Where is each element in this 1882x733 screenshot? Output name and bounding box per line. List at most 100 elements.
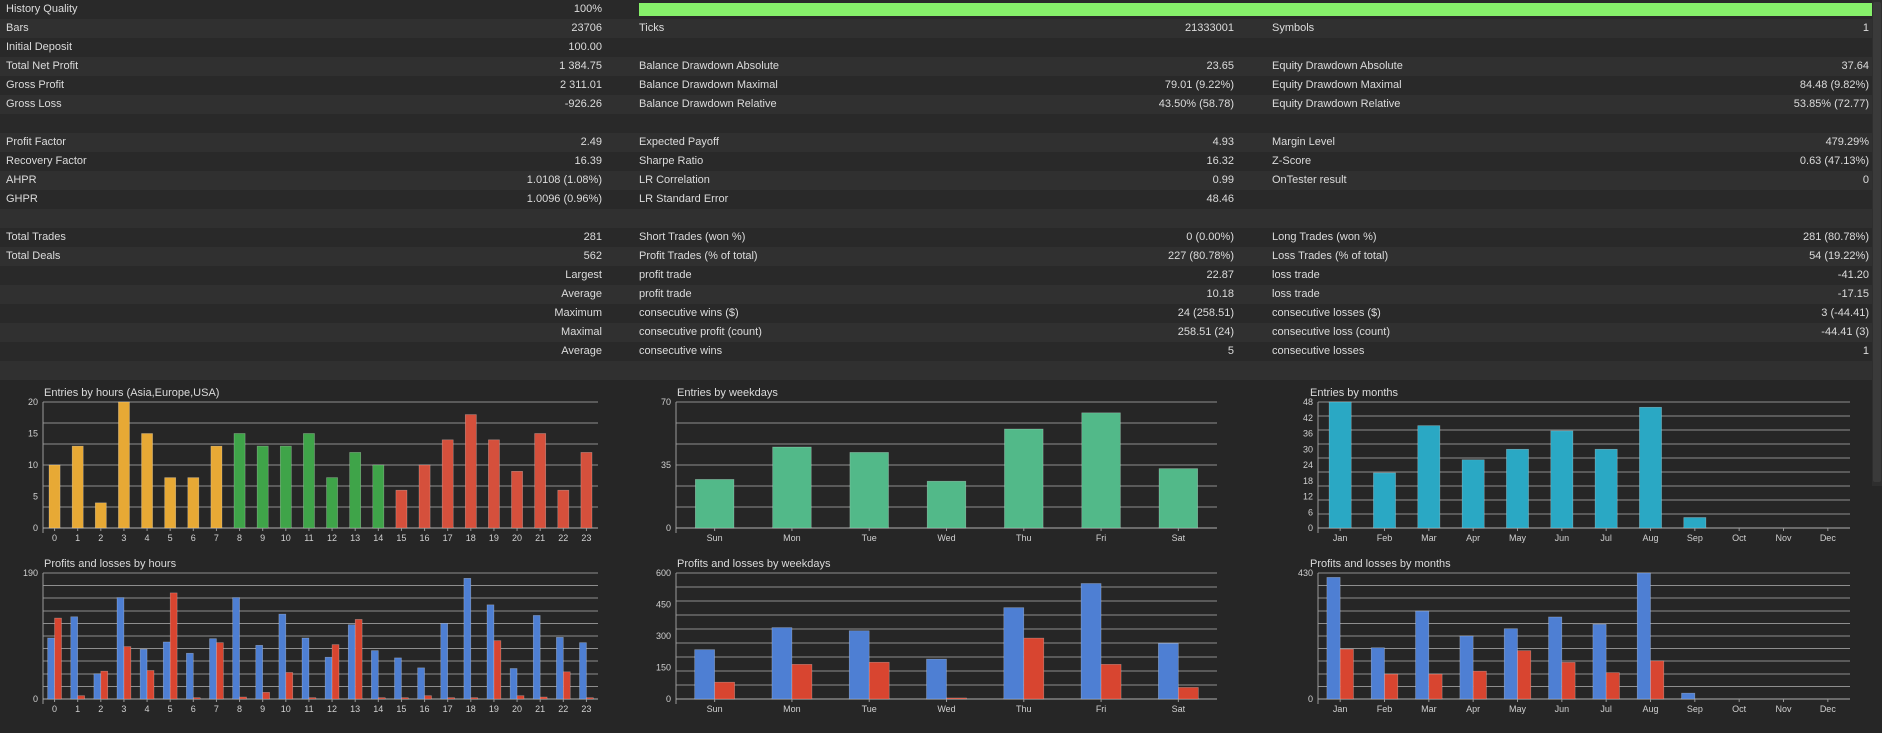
- x-tick-label: 3: [121, 533, 126, 543]
- stat-label: consecutive losses ($): [1272, 307, 1381, 319]
- y-tick-label: 150: [656, 663, 671, 673]
- x-tick-label: 15: [396, 704, 406, 714]
- stat-value: 23706: [571, 22, 602, 34]
- x-tick-label: 21: [535, 704, 545, 714]
- x-tick-label: 16: [420, 704, 430, 714]
- x-tick-label: Sep: [1687, 533, 1703, 543]
- stats-row: Average consecutive wins 5 consecutive loss…: [0, 342, 1872, 361]
- x-tick-label: 15: [396, 533, 406, 543]
- x-tick-label: Thu: [1016, 533, 1032, 543]
- stat-label: Total Net Profit: [6, 60, 79, 72]
- x-tick-label: 21: [535, 533, 545, 543]
- chart-bar: [1550, 430, 1574, 529]
- stat-value: -926.26: [564, 98, 602, 110]
- x-tick-label: Mar: [1421, 533, 1437, 543]
- chart-bar: [77, 695, 85, 700]
- chart-bar: [1561, 662, 1576, 700]
- x-tick-label: 1: [75, 704, 80, 714]
- stat-value: 1 384.75: [559, 60, 602, 72]
- chart-bar: [463, 578, 472, 700]
- stat-value: 0.63 (47.13%): [1799, 155, 1869, 167]
- y-tick-label: 0: [1308, 694, 1313, 704]
- chart-bar: [1328, 401, 1352, 529]
- stat-value: 24 (258.51): [1177, 307, 1234, 319]
- x-tick-label: Aug: [1642, 704, 1658, 714]
- stat-label: Equity Drawdown Absolute: [1272, 60, 1403, 72]
- stats-row: Total Net Profit 1 384.75 Balance Drawdown…: [0, 57, 1872, 76]
- y-tick-label: 300: [656, 631, 671, 641]
- chart-bar: [169, 592, 178, 700]
- chart-bar: [509, 668, 518, 700]
- stat-value: 16.39: [574, 155, 602, 167]
- chart-bar: [557, 489, 570, 529]
- chart-bar: [1081, 412, 1121, 529]
- x-tick-label: 19: [489, 704, 499, 714]
- x-tick-label: Sat: [1172, 704, 1186, 714]
- y-tick-label: 190: [23, 568, 38, 578]
- chart-bar: [563, 671, 571, 700]
- chart-bar: [1370, 647, 1385, 700]
- x-tick-label: Oct: [1732, 533, 1747, 543]
- stat-value: 10.18: [1206, 288, 1234, 300]
- stat-label: Symbols: [1272, 22, 1315, 34]
- scrollbar-thumb[interactable]: [1873, 2, 1881, 482]
- x-tick-label: 6: [191, 533, 196, 543]
- stat-value: 3 (-44.41): [1821, 307, 1869, 319]
- stat-value: Average: [561, 345, 602, 357]
- x-tick-label: 14: [373, 533, 383, 543]
- stat-value: 1: [1862, 345, 1869, 357]
- x-tick-label: Nov: [1775, 533, 1792, 543]
- stat-label: consecutive loss (count): [1272, 326, 1390, 338]
- x-tick-label: Jul: [1600, 533, 1612, 543]
- chart-bar: [394, 657, 402, 700]
- stats-row: [0, 114, 1872, 133]
- stat-label: Short Trades (won %): [639, 231, 746, 243]
- stat-value: 79.01 (9.22%): [1164, 79, 1234, 91]
- chart-title: Profits and losses by hours: [44, 558, 177, 570]
- chart-bar: [1417, 425, 1441, 529]
- stat-label: Sharpe Ratio: [639, 155, 704, 167]
- stat-label: Equity Drawdown Relative: [1272, 98, 1401, 110]
- chart-bar: [848, 630, 870, 700]
- x-tick-label: Jan: [1333, 704, 1348, 714]
- chart-bar: [285, 672, 294, 700]
- x-tick-label: 4: [145, 704, 150, 714]
- chart-bar: [1459, 635, 1474, 700]
- stat-value: 22.87: [1206, 269, 1234, 281]
- chart-bar: [1415, 610, 1430, 700]
- y-tick-label: 0: [1308, 523, 1313, 533]
- chart-bar: [354, 619, 363, 700]
- y-tick-label: 48: [1303, 397, 1313, 407]
- stat-value: 0: [1862, 174, 1869, 186]
- chart-bar: [278, 613, 287, 700]
- chart-bar: [395, 489, 408, 529]
- x-tick-label: 7: [214, 533, 219, 543]
- vertical-scrollbar[interactable]: [1872, 0, 1882, 486]
- chart-bar: [164, 477, 177, 529]
- chart-bar: [1004, 428, 1044, 529]
- chart-bar: [123, 646, 132, 700]
- stat-value: 281: [583, 231, 602, 243]
- stats-row: Total Trades 281 Short Trades (won %) 0 (0.…: [0, 228, 1872, 247]
- stat-value: 562: [583, 250, 602, 262]
- stat-value: 54 (19.22%): [1809, 250, 1869, 262]
- chart-title: Entries by months: [1310, 387, 1399, 399]
- chart-bar: [100, 670, 109, 700]
- chart-bar: [1339, 648, 1354, 700]
- chart-bar: [556, 637, 564, 700]
- chart-bar: [418, 464, 431, 529]
- chart-bar: [470, 697, 479, 700]
- x-tick-label: 6: [191, 704, 196, 714]
- stat-label: History Quality: [6, 3, 78, 15]
- chart-bar: [209, 638, 217, 700]
- chart-bar: [1373, 472, 1396, 529]
- x-tick-label: Thu: [1016, 704, 1032, 714]
- chart-title: Entries by hours (Asia,Europe,USA): [44, 387, 219, 399]
- chart-bar: [849, 452, 889, 529]
- chart-bar: [417, 667, 425, 700]
- stat-label: Initial Deposit: [6, 41, 73, 53]
- chart-bar: [424, 695, 432, 700]
- x-tick-label: Dec: [1820, 704, 1837, 714]
- chart-bar: [516, 695, 525, 700]
